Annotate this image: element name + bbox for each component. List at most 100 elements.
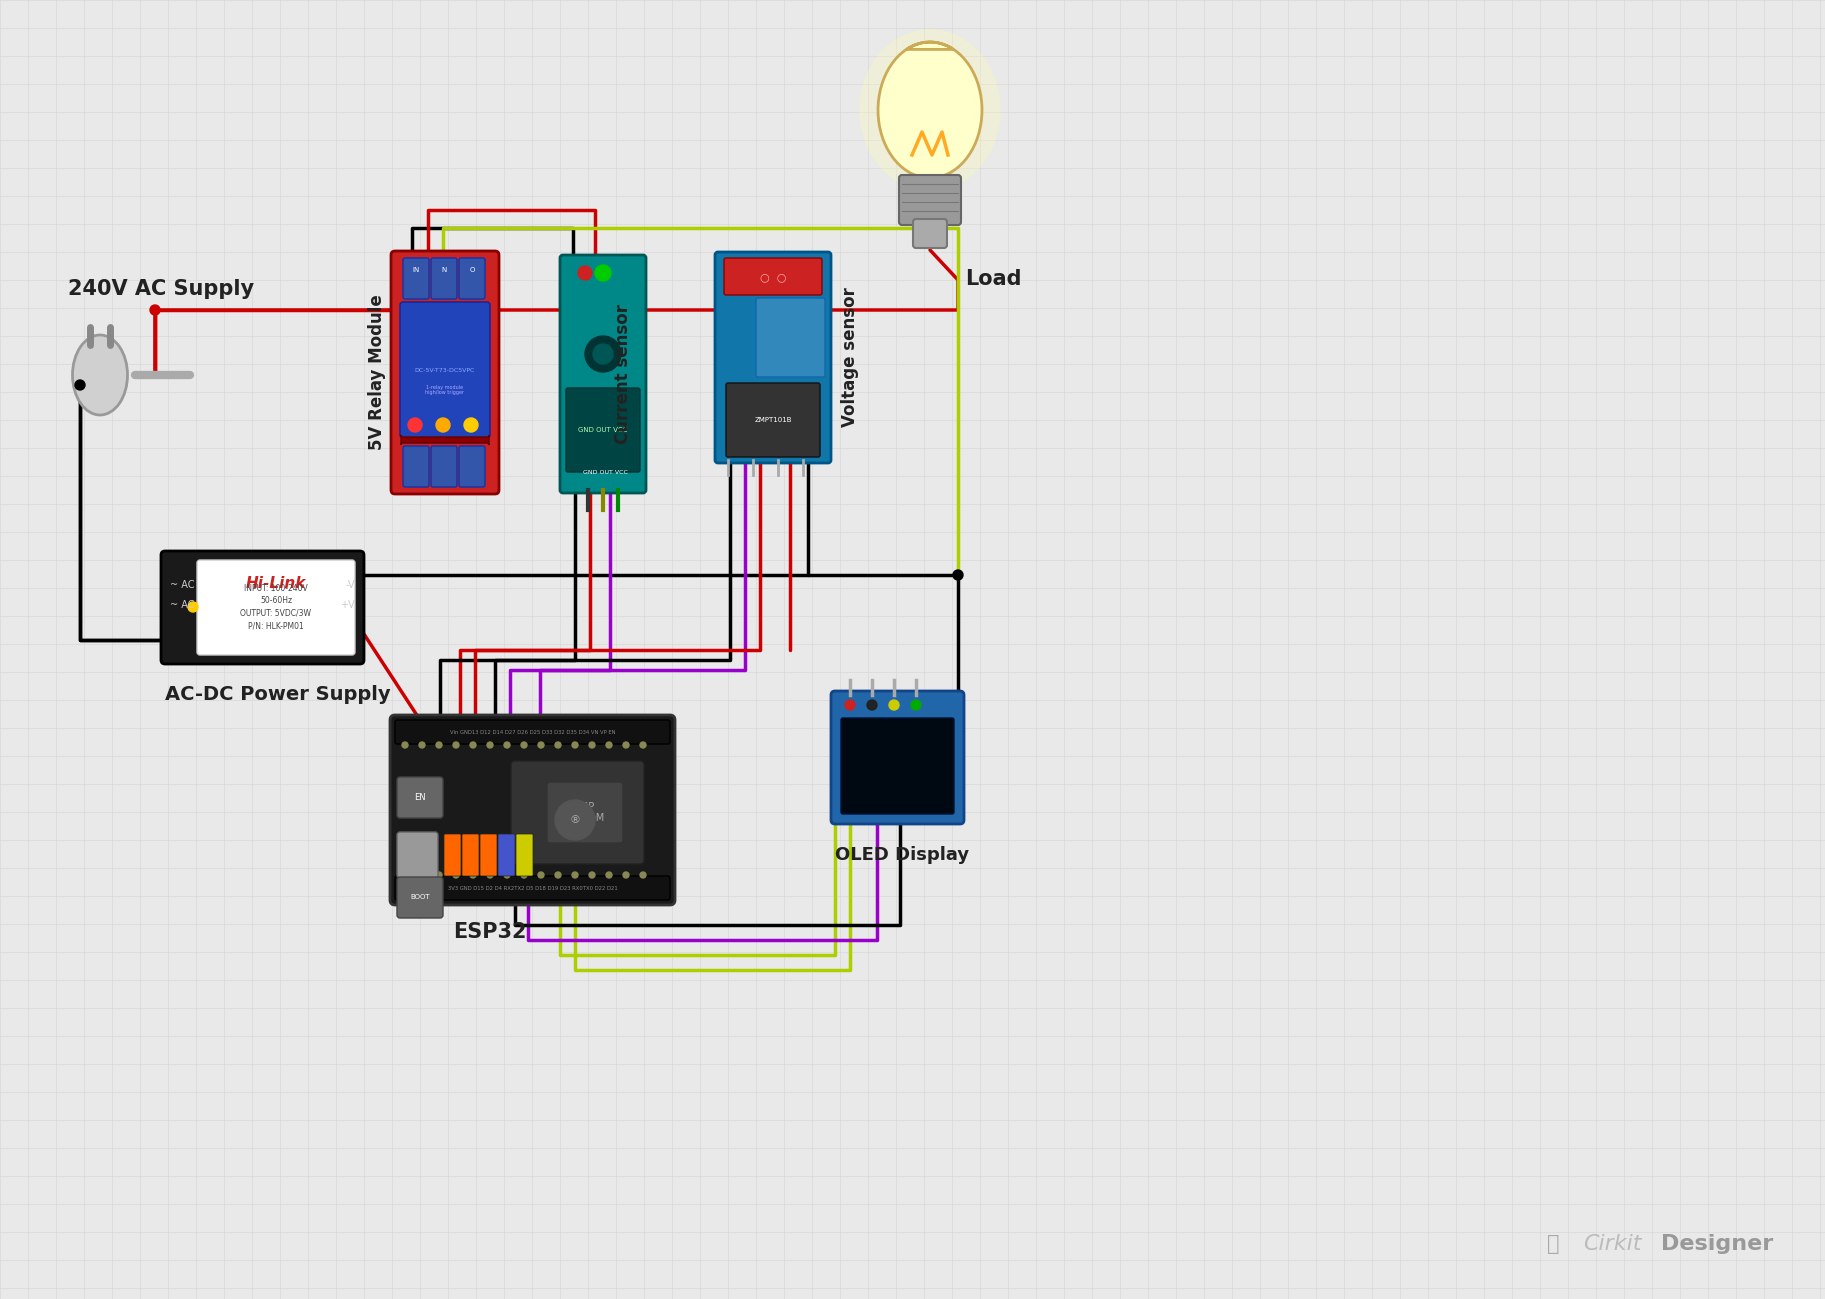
FancyBboxPatch shape — [725, 259, 821, 295]
Circle shape — [538, 872, 544, 878]
Text: AC-DC Power Supply: AC-DC Power Supply — [164, 685, 391, 704]
Circle shape — [188, 601, 197, 612]
Text: Designer: Designer — [1661, 1234, 1774, 1255]
Circle shape — [867, 700, 878, 711]
Circle shape — [606, 872, 611, 878]
Text: EN: EN — [414, 792, 425, 801]
Text: Vin GND13 D12 D14 D27 D26 D25 D33 D32 D35 D34 VN VP EN: Vin GND13 D12 D14 D27 D26 D25 D33 D32 D3… — [449, 730, 615, 734]
FancyBboxPatch shape — [394, 720, 670, 744]
Text: GND OUT VCC: GND OUT VCC — [579, 427, 628, 433]
FancyBboxPatch shape — [460, 259, 485, 299]
Ellipse shape — [73, 335, 128, 414]
Circle shape — [641, 742, 646, 748]
FancyBboxPatch shape — [900, 175, 962, 225]
FancyBboxPatch shape — [403, 446, 429, 487]
Circle shape — [622, 742, 630, 748]
Circle shape — [589, 742, 595, 748]
Text: ®: ® — [569, 814, 580, 825]
Circle shape — [622, 872, 630, 878]
Circle shape — [520, 872, 527, 878]
Circle shape — [487, 742, 493, 748]
Text: INPUT: 100-240V
50-60Hz
OUTPUT: 5VDC/3W
P/N: HLK-PM01: INPUT: 100-240V 50-60Hz OUTPUT: 5VDC/3W … — [241, 583, 312, 630]
FancyBboxPatch shape — [841, 718, 954, 814]
FancyBboxPatch shape — [548, 782, 622, 843]
Text: Current sensor: Current sensor — [613, 304, 631, 444]
Text: 3V3 GND D15 D2 D4 RX2TX2 D5 D18 D19 D23 RX0TX0 D22 D21: 3V3 GND D15 D2 D4 RX2TX2 D5 D18 D19 D23 … — [447, 886, 617, 891]
Polygon shape — [878, 42, 982, 178]
Circle shape — [911, 700, 922, 711]
Circle shape — [75, 381, 86, 390]
Text: O: O — [469, 268, 475, 273]
FancyBboxPatch shape — [462, 834, 478, 876]
FancyBboxPatch shape — [431, 259, 456, 299]
Circle shape — [504, 742, 509, 748]
FancyBboxPatch shape — [398, 777, 443, 818]
Circle shape — [487, 872, 493, 878]
Circle shape — [845, 700, 854, 711]
Circle shape — [606, 742, 611, 748]
Text: ○  ○: ○ ○ — [759, 271, 787, 282]
Circle shape — [555, 872, 560, 878]
Circle shape — [641, 872, 646, 878]
FancyBboxPatch shape — [443, 834, 462, 876]
Circle shape — [953, 570, 964, 579]
Ellipse shape — [860, 30, 1000, 190]
FancyBboxPatch shape — [431, 446, 456, 487]
Text: IN: IN — [412, 268, 420, 273]
Circle shape — [436, 742, 442, 748]
Circle shape — [589, 872, 595, 878]
Circle shape — [402, 872, 409, 878]
Circle shape — [555, 800, 595, 840]
Circle shape — [571, 872, 579, 878]
Text: GND OUT VCC: GND OUT VCC — [582, 469, 628, 474]
Text: OLED Display: OLED Display — [836, 846, 969, 864]
Circle shape — [579, 266, 591, 281]
FancyBboxPatch shape — [402, 435, 489, 446]
Text: DC-5V-T73-DC5VPC: DC-5V-T73-DC5VPC — [414, 368, 475, 373]
FancyBboxPatch shape — [756, 297, 825, 377]
FancyBboxPatch shape — [560, 255, 646, 494]
Circle shape — [420, 742, 425, 748]
FancyBboxPatch shape — [912, 220, 947, 248]
Text: Voltage sensor: Voltage sensor — [841, 287, 860, 427]
Text: 5V Relay Module: 5V Relay Module — [369, 295, 387, 451]
Circle shape — [586, 336, 621, 372]
Text: +V: +V — [341, 600, 356, 611]
FancyBboxPatch shape — [715, 252, 830, 462]
Circle shape — [889, 700, 900, 711]
FancyBboxPatch shape — [830, 691, 964, 824]
FancyBboxPatch shape — [498, 834, 515, 876]
FancyBboxPatch shape — [398, 877, 443, 918]
Circle shape — [595, 265, 611, 281]
FancyBboxPatch shape — [460, 446, 485, 487]
Circle shape — [571, 742, 579, 748]
Circle shape — [520, 742, 527, 748]
Text: -V: -V — [345, 579, 356, 590]
Circle shape — [436, 872, 442, 878]
FancyBboxPatch shape — [480, 834, 496, 876]
Text: ESP
WROOM: ESP WROOM — [566, 801, 606, 824]
FancyBboxPatch shape — [566, 388, 641, 472]
Text: ~ AC: ~ AC — [170, 579, 195, 590]
Circle shape — [471, 742, 476, 748]
Text: ESP32: ESP32 — [453, 922, 527, 942]
Text: Cirkit: Cirkit — [1584, 1234, 1642, 1255]
FancyBboxPatch shape — [403, 259, 429, 299]
FancyBboxPatch shape — [400, 301, 489, 438]
Circle shape — [150, 305, 161, 314]
FancyBboxPatch shape — [726, 383, 819, 457]
Text: N: N — [442, 268, 447, 273]
FancyBboxPatch shape — [391, 714, 675, 905]
Circle shape — [538, 742, 544, 748]
Text: BOOT: BOOT — [411, 894, 431, 900]
Circle shape — [436, 418, 451, 433]
Circle shape — [555, 742, 560, 748]
Circle shape — [593, 344, 613, 364]
Text: 🔧: 🔧 — [1548, 1234, 1560, 1255]
Text: Hi-Link: Hi-Link — [246, 575, 307, 591]
FancyBboxPatch shape — [398, 831, 438, 878]
FancyBboxPatch shape — [197, 560, 356, 655]
Text: Load: Load — [965, 269, 1022, 288]
FancyBboxPatch shape — [516, 834, 533, 876]
Circle shape — [471, 872, 476, 878]
